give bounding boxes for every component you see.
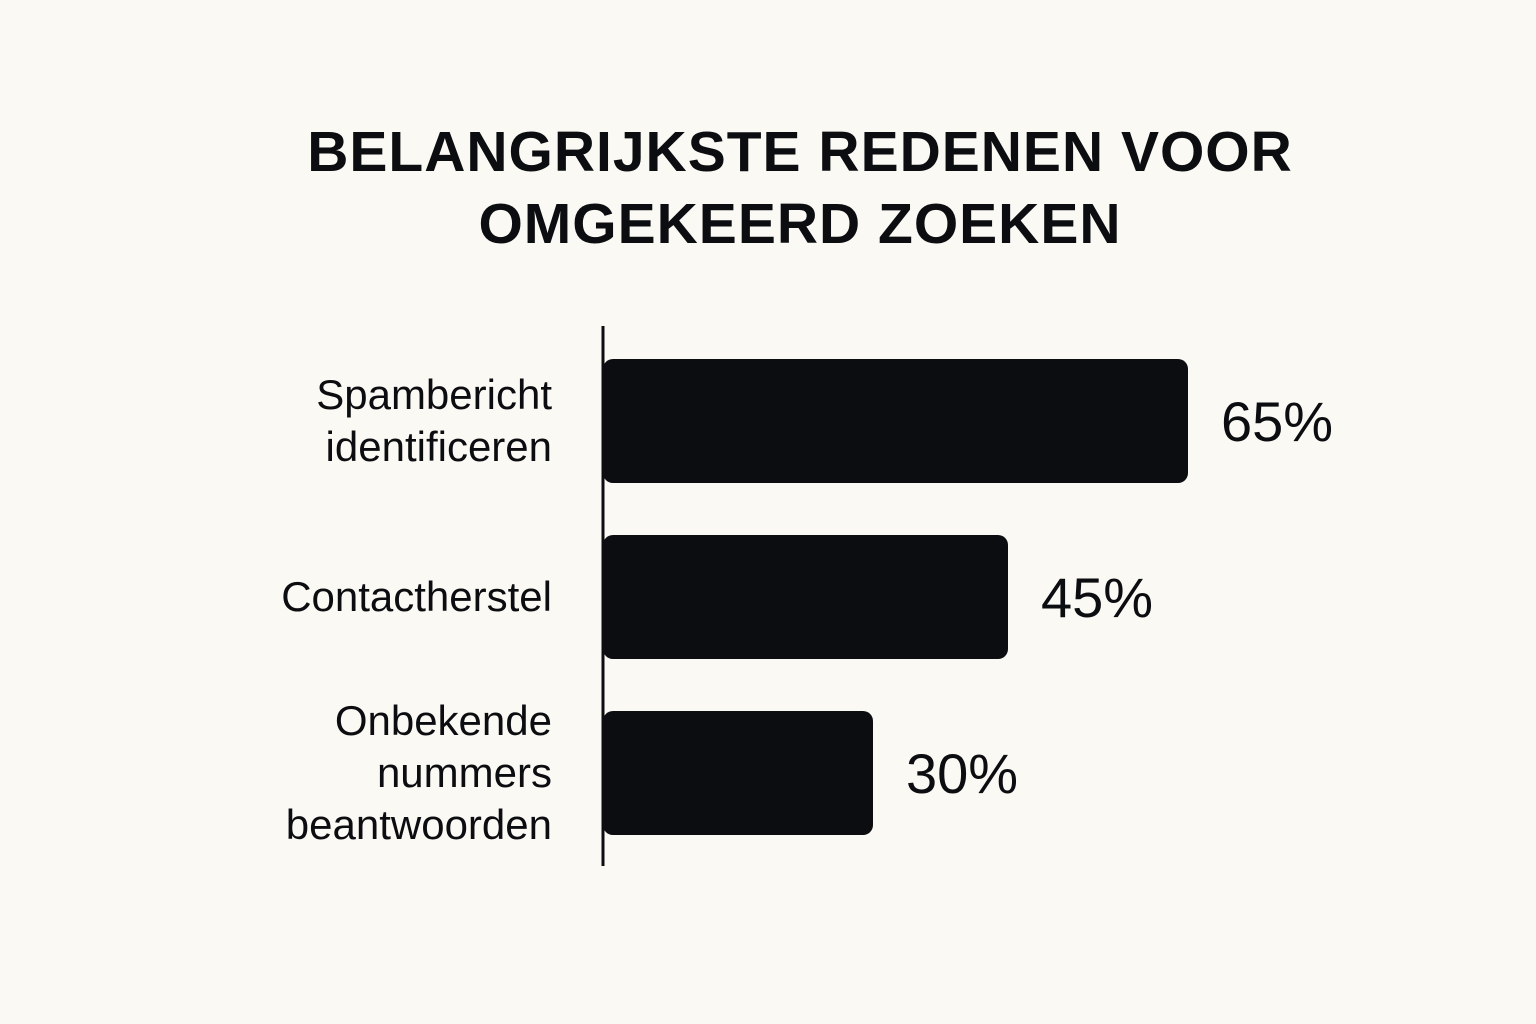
bar-2 — [603, 535, 1008, 659]
category-label-3-line-1: Onbekende — [335, 697, 552, 744]
chart-title: BELANGRIJKSTE REDENEN VOOR OMGEKEERD ZOE… — [0, 116, 1536, 260]
category-label-1-line-1: Spambericht — [316, 371, 552, 418]
chart-title-line-1: BELANGRIJKSTE REDENEN VOOR — [307, 120, 1293, 184]
category-label-2-line-1: Contactherstel — [281, 573, 552, 620]
bar-1 — [603, 359, 1188, 483]
category-label-3-line-3: beantwoorden — [286, 801, 552, 848]
value-label-1: 65% — [1221, 390, 1333, 453]
chart-title-line-2: OMGEKEERD ZOEKEN — [478, 192, 1122, 256]
bars-layer: 65% Spambericht identificeren 45% Contacther… — [281, 359, 1333, 848]
category-label-3-line-2: nummers — [377, 749, 552, 796]
category-label-1-line-2: identificeren — [326, 423, 552, 470]
value-label-2: 45% — [1041, 566, 1153, 629]
value-label-3: 30% — [906, 742, 1018, 805]
bar-3 — [603, 711, 873, 835]
